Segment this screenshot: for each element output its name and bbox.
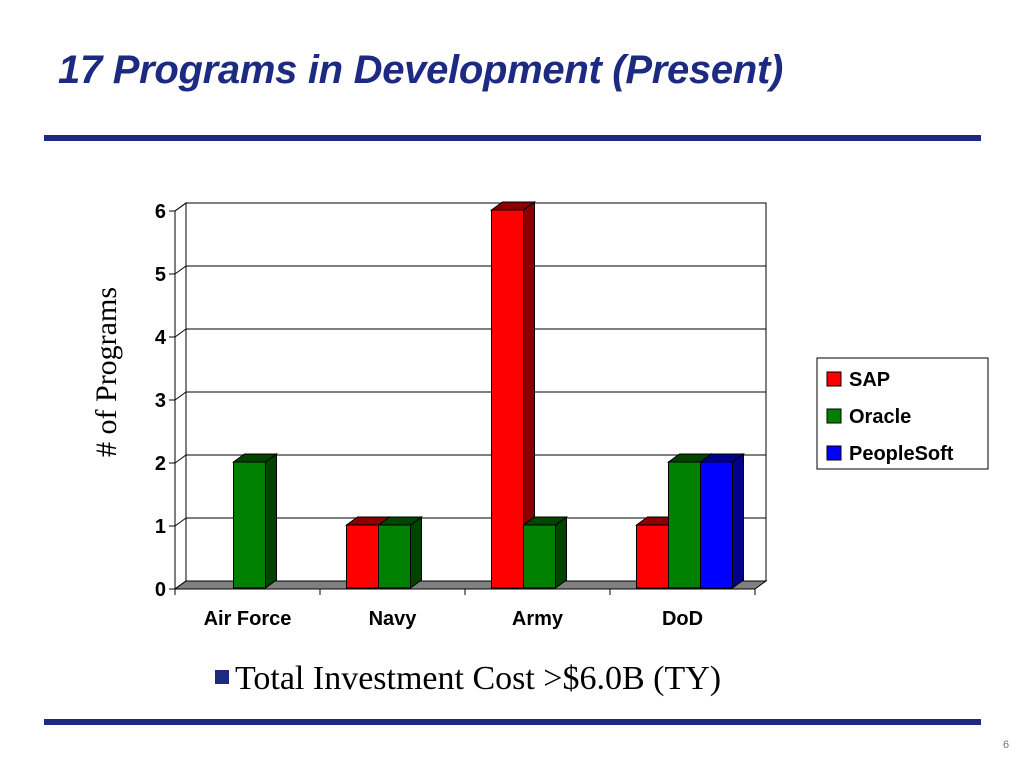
y-tick-label: 1	[155, 516, 166, 538]
x-tick-label: Air Force	[204, 608, 292, 630]
bar	[376, 516, 424, 589]
gridline-side	[174, 265, 187, 275]
x-tick-label: DoD	[662, 608, 703, 630]
y-tick-label: 0	[155, 579, 166, 601]
gridline-side	[174, 328, 187, 338]
legend-swatch	[826, 371, 842, 387]
bullet-text: Total Investment Cost >$6.0B (TY)	[235, 660, 722, 697]
legend-label: Oracle	[849, 406, 911, 428]
legend-label: SAP	[849, 369, 890, 391]
bullet-square-icon	[215, 670, 229, 684]
y-tick-label: 2	[155, 453, 166, 475]
x-tick-label: Navy	[369, 608, 418, 630]
legend-swatch	[826, 445, 842, 461]
gridline-side	[174, 202, 187, 212]
x-tick-label: Army	[512, 608, 564, 630]
legend-swatch	[826, 408, 842, 424]
gridline-side	[174, 391, 187, 401]
y-tick-label: 6	[155, 201, 166, 223]
bar	[698, 453, 746, 589]
bullet-item: Total Investment Cost >$6.0B (TY)	[215, 660, 721, 698]
gridline-side	[174, 517, 187, 527]
slide-title: 17 Programs in Development (Present)	[58, 48, 783, 92]
y-tick-label: 4	[155, 327, 167, 349]
legend-box	[816, 357, 989, 470]
bar	[489, 201, 537, 589]
bars	[231, 201, 746, 589]
legend-label: PeopleSoft	[849, 443, 954, 465]
footer-divider	[44, 719, 981, 725]
y-tick-label: 5	[155, 264, 166, 286]
bar	[231, 453, 279, 589]
title-divider	[44, 135, 981, 141]
y-axis-label: # of Programs	[90, 287, 123, 457]
slide-number: 6	[1003, 739, 1010, 751]
y-tick-label: 3	[155, 390, 166, 412]
legend: SAP Oracle PeopleSoft	[816, 357, 989, 470]
bar	[521, 516, 569, 589]
axes: 0 1 2 3 4 5 6 Air Force Navy Army DoD	[155, 201, 756, 630]
gridline-side	[174, 454, 187, 464]
